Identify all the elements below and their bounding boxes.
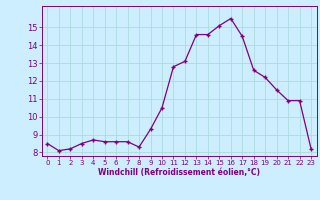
X-axis label: Windchill (Refroidissement éolien,°C): Windchill (Refroidissement éolien,°C) — [98, 168, 260, 177]
